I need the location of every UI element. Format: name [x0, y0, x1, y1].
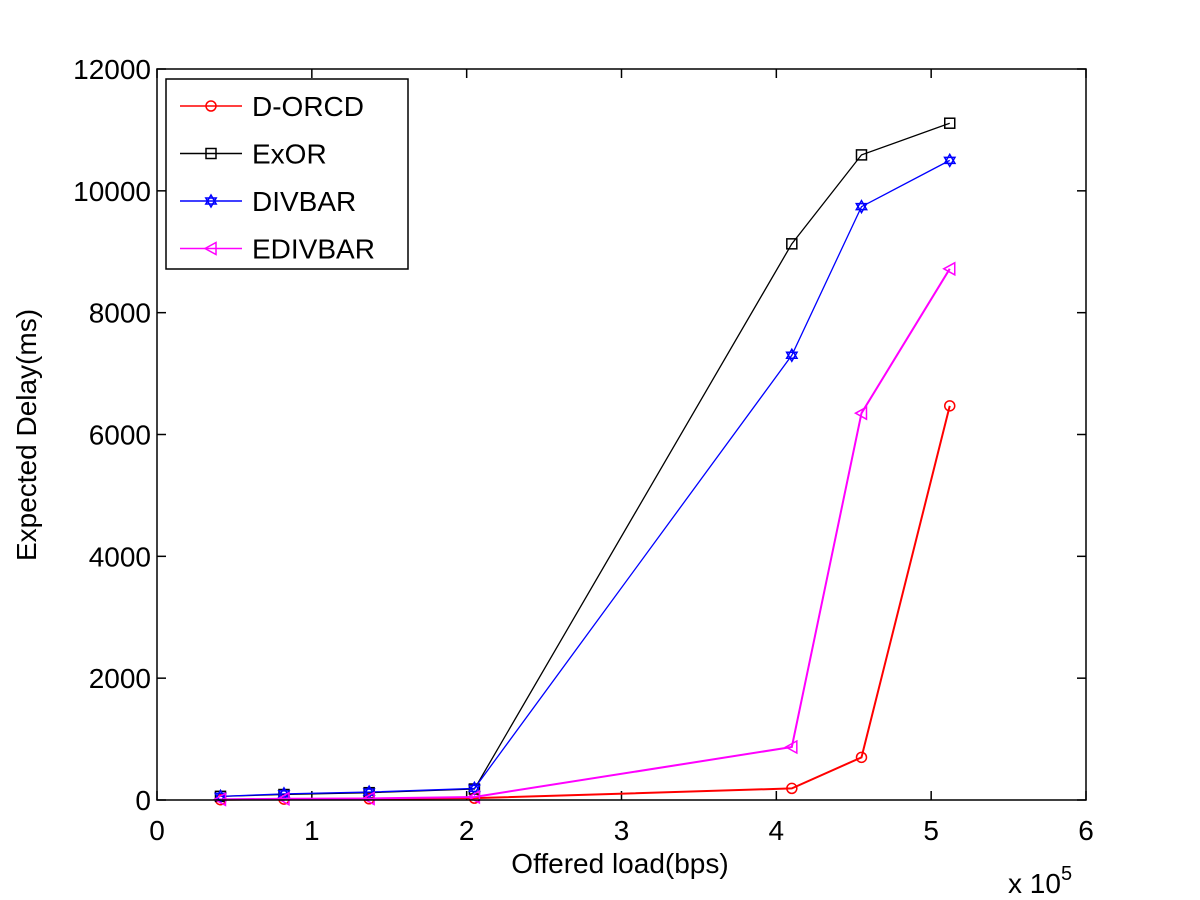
x-multiplier-exponent: 5 — [1061, 863, 1072, 885]
legend-marker-d-orcd — [205, 100, 217, 112]
series-line-divbar — [220, 159, 951, 797]
x-tick-label: 5 — [923, 815, 939, 846]
y-axis-ticks: 0 2000 4000 6000 8000 10000 12000 — [73, 54, 1086, 816]
data-point-edivbar — [276, 791, 290, 807]
x-tick-label: 6 — [1078, 815, 1094, 846]
y-tick-label: 6000 — [89, 420, 151, 451]
y-tick-label: 12000 — [73, 54, 151, 85]
legend-marker-divbar — [204, 193, 218, 209]
data-point-d-orcd — [855, 751, 868, 764]
x-tick-label: 4 — [769, 815, 785, 846]
y-tick-label: 4000 — [89, 541, 151, 572]
legend-label-exor: ExOR — [252, 139, 327, 170]
legend-item-edivbar: EDIVBAR — [180, 234, 375, 265]
legend-item-d-orcd: D-ORCD — [180, 91, 364, 122]
data-point-exor — [855, 149, 868, 161]
data-point-exor — [943, 117, 956, 129]
legend-marker-edivbar — [203, 241, 217, 256]
x-multiplier-label: x 10 — [1008, 868, 1061, 899]
y-axis-title: Expected Delay(ms) — [11, 309, 42, 561]
legend-marker-exor — [205, 147, 217, 160]
y-tick-label: 2000 — [89, 663, 151, 694]
legend-label-divbar: DIVBAR — [252, 186, 356, 217]
x-tick-label: 1 — [304, 815, 320, 846]
y-tick-label: 10000 — [73, 176, 151, 207]
data-point-divbar — [854, 199, 868, 215]
data-point-divbar — [277, 786, 291, 802]
plot-frame — [156, 68, 1087, 801]
x-tick-label: 3 — [614, 815, 630, 846]
legend-label-edivbar: EDIVBAR — [252, 234, 375, 265]
data-point-exor — [786, 238, 798, 250]
legend-label-d-orcd: D-ORCD — [252, 91, 364, 122]
series-layer — [212, 117, 957, 807]
x-axis-title: Offered load(bps) — [511, 848, 728, 879]
data-point-divbar — [943, 152, 957, 168]
data-point-d-orcd — [786, 782, 798, 795]
y-tick-label: 0 — [135, 785, 151, 816]
data-point-edivbar — [942, 261, 956, 277]
series-line-edivbar — [220, 268, 951, 801]
x-tick-label: 2 — [459, 815, 475, 846]
data-point-divbar — [785, 347, 799, 363]
data-point-d-orcd — [943, 400, 956, 412]
legend-item-divbar: DIVBAR — [180, 186, 356, 217]
data-point-edivbar — [784, 739, 798, 755]
legend-item-exor: ExOR — [180, 139, 327, 170]
data-point-divbar — [467, 780, 481, 796]
legend-box — [165, 78, 409, 270]
y-tick-label: 8000 — [89, 298, 151, 329]
x-tick-label: 0 — [149, 815, 165, 846]
data-point-edivbar — [853, 405, 868, 421]
legend: D-ORCD ExOR DIVBAR EDIVBAR — [165, 78, 409, 270]
data-point-edivbar — [361, 791, 375, 806]
